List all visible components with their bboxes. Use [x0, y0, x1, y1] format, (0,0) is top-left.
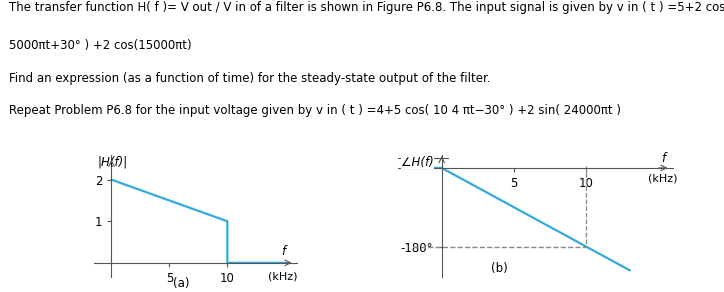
Text: 5000πt+30° ) +2 cos(15000πt): 5000πt+30° ) +2 cos(15000πt): [9, 39, 191, 53]
Text: The transfer function H( f )= V out / V in of a filter is shown in Figure P6.8. : The transfer function H( f )= V out / V …: [9, 1, 724, 15]
Text: Repeat Problem P6.8 for the input voltage given by v in ( t ) =4+5 cos( 10 4 πt−: Repeat Problem P6.8 for the input voltag…: [9, 104, 620, 117]
Text: (b): (b): [491, 262, 508, 275]
Text: ∠H(f): ∠H(f): [401, 156, 434, 169]
Text: f: f: [281, 245, 285, 258]
Text: f: f: [661, 152, 665, 165]
Text: |H(f)|: |H(f)|: [98, 156, 128, 168]
Text: (kHz): (kHz): [268, 272, 298, 282]
Text: (a): (a): [173, 277, 189, 290]
Text: Find an expression (as a function of time) for the steady-state output of the fi: Find an expression (as a function of tim…: [9, 72, 490, 85]
Text: (kHz): (kHz): [649, 173, 678, 183]
